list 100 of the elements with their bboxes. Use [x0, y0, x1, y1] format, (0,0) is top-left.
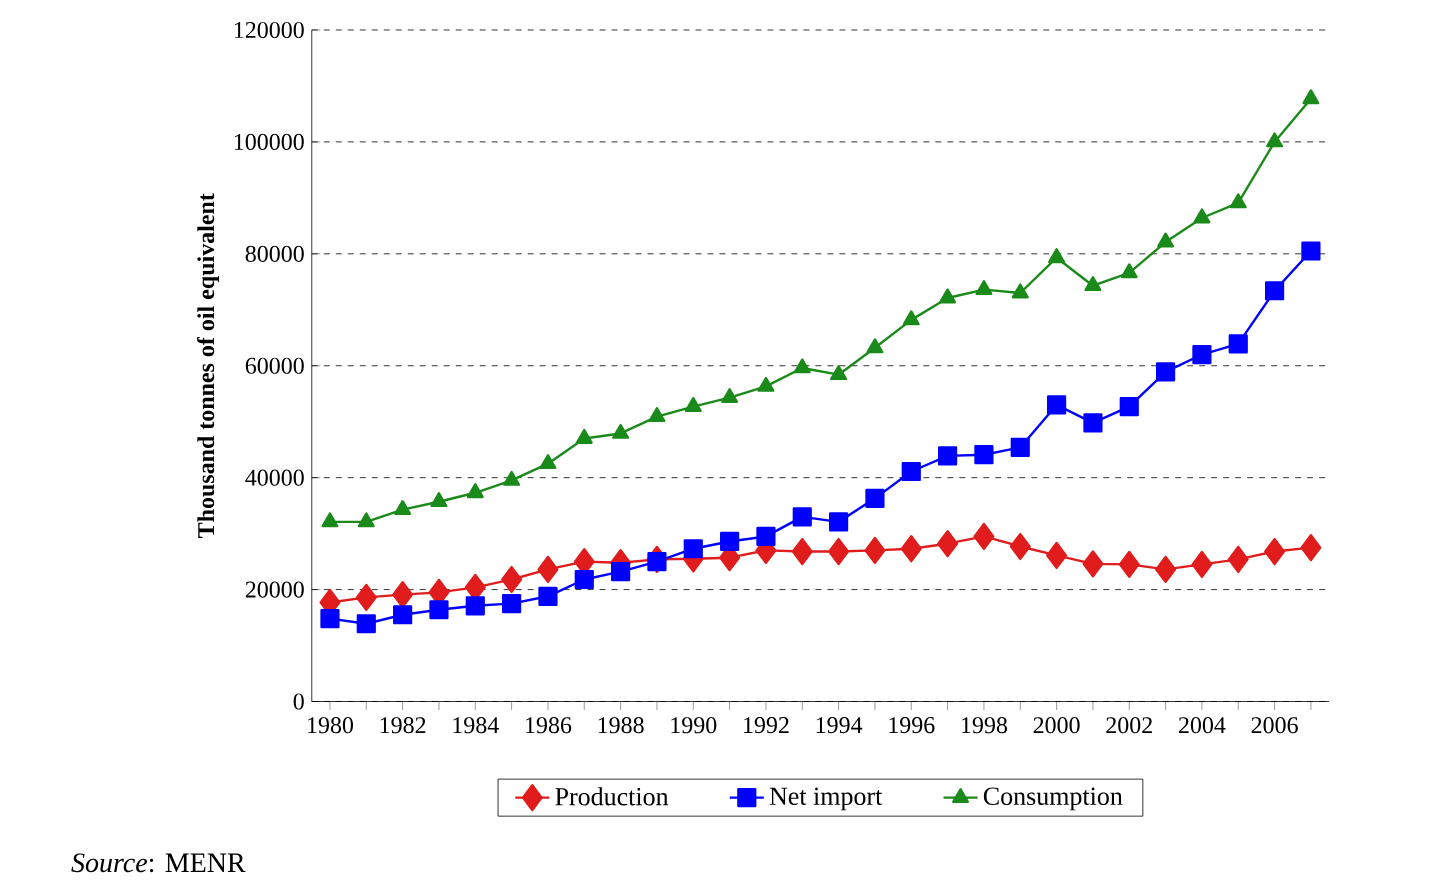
point	[901, 461, 921, 481]
point	[793, 358, 811, 374]
point	[830, 364, 848, 380]
point	[612, 423, 630, 439]
point	[1046, 541, 1068, 569]
point	[575, 428, 593, 444]
y-tick-label: 20000	[245, 581, 304, 598]
point	[501, 565, 523, 593]
y-tick-label: 80000	[245, 245, 304, 262]
point	[574, 569, 594, 589]
point	[900, 534, 922, 563]
legend-label: Net import	[769, 787, 883, 811]
point	[721, 387, 739, 403]
point	[321, 512, 339, 528]
point	[1193, 208, 1211, 224]
point	[1228, 334, 1248, 354]
point	[720, 531, 740, 551]
legend-label: Consumption	[983, 787, 1123, 811]
point	[393, 604, 413, 625]
x-tick-label: 2004	[1179, 716, 1226, 734]
point	[683, 538, 703, 559]
point	[1083, 413, 1103, 433]
point	[466, 482, 484, 498]
y-tick-label: 100000	[234, 133, 304, 150]
x-tick-label: 2002	[1106, 716, 1152, 734]
point	[429, 599, 449, 620]
point	[1265, 280, 1285, 301]
point	[937, 529, 959, 558]
point	[974, 444, 994, 465]
x-tick-label: 1990	[671, 716, 717, 734]
point	[757, 376, 775, 392]
point	[1156, 362, 1176, 382]
point	[939, 288, 957, 304]
point	[357, 512, 375, 528]
point	[647, 551, 667, 571]
point	[1301, 241, 1321, 261]
point	[539, 453, 557, 469]
point	[1264, 537, 1286, 565]
point	[1011, 283, 1029, 299]
point	[1155, 555, 1177, 583]
x-tick-label: 1992	[744, 716, 789, 734]
point	[1300, 533, 1322, 562]
point	[503, 470, 521, 486]
point	[648, 406, 666, 422]
point	[1266, 132, 1284, 148]
point	[902, 310, 920, 326]
point	[502, 593, 522, 613]
x-tick-label: 2000	[1033, 716, 1080, 734]
point	[1048, 247, 1066, 263]
point	[828, 537, 850, 565]
x-tick-label: 2006	[1251, 716, 1298, 734]
point	[973, 522, 995, 550]
y-tick-label: 120000	[234, 21, 304, 38]
point	[1082, 550, 1104, 578]
point	[430, 491, 448, 507]
point	[537, 555, 559, 583]
point	[1302, 89, 1320, 105]
legend-label: Production	[555, 786, 669, 806]
y-tick-label: 0	[293, 693, 304, 710]
point	[611, 561, 631, 582]
point	[538, 586, 558, 606]
point	[1119, 396, 1139, 416]
point	[756, 526, 776, 546]
point	[1047, 395, 1067, 415]
x-tick-label: 1982	[380, 716, 426, 734]
x-tick-label: 1988	[598, 716, 644, 734]
point	[1192, 344, 1212, 364]
x-tick-label: 1984	[453, 716, 499, 734]
point	[938, 446, 958, 466]
x-tick-label: 1998	[962, 716, 1007, 734]
point	[829, 512, 849, 532]
point	[1118, 550, 1140, 578]
point	[792, 507, 812, 527]
x-tick-label: 1986	[526, 716, 572, 734]
x-tick-label: 1994	[816, 716, 863, 734]
point	[1229, 193, 1247, 209]
point	[394, 499, 412, 515]
point	[791, 537, 813, 565]
point	[864, 536, 886, 564]
point	[320, 608, 340, 629]
y-tick-label: 40000	[245, 469, 304, 486]
point	[1009, 532, 1031, 560]
point	[975, 279, 993, 295]
point	[1084, 275, 1102, 291]
x-tick-label: 1996	[889, 716, 935, 734]
y-tick-label: 60000	[245, 357, 304, 374]
y-axis-title: Thousand tonnes of oil equivalent	[197, 193, 220, 538]
point	[865, 488, 885, 508]
point	[1157, 232, 1175, 248]
point	[1191, 550, 1213, 578]
point	[684, 396, 702, 412]
point	[866, 338, 884, 354]
point	[355, 583, 377, 611]
point	[1010, 437, 1030, 457]
point	[1120, 263, 1138, 279]
text: Source: MENR	[71, 853, 246, 873]
point	[356, 613, 376, 634]
point	[1227, 545, 1249, 573]
x-tick-label: 1980	[308, 716, 354, 734]
point	[465, 596, 485, 616]
